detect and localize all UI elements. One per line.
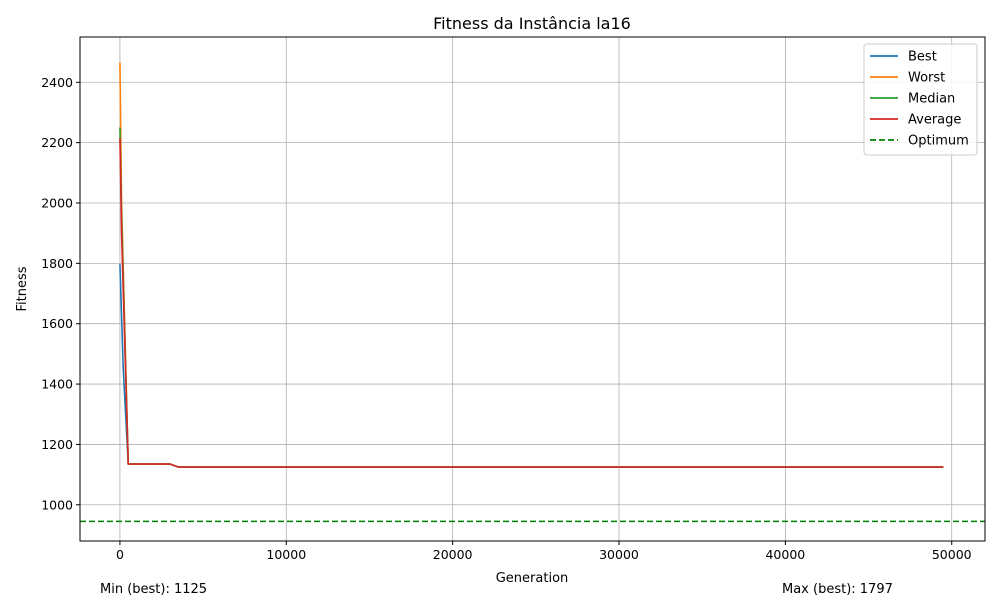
series-layer: [80, 62, 985, 523]
legend-label-average: Average: [908, 113, 961, 128]
x-tick-label: 0: [116, 547, 124, 562]
legend-label-worst: Worst: [908, 71, 945, 86]
plot-frame: [79, 36, 986, 542]
grid-layer: [80, 37, 985, 541]
x-tick-label: 50000: [932, 547, 972, 562]
min-best-label: Min (best): 1125: [100, 582, 208, 597]
chart-title: Fitness da Instância la16: [433, 14, 631, 33]
y-tick-label: 2400: [41, 75, 73, 90]
x-tick-label: 30000: [599, 547, 639, 562]
series-line-worst: [119, 62, 944, 468]
legend-label-best: Best: [908, 50, 937, 65]
x-tick-label: 20000: [433, 547, 473, 562]
legend-label-median: Median: [908, 92, 955, 107]
legend-box: [863, 43, 978, 156]
series-line-best: [119, 264, 944, 468]
axes-layer: 0 10000 20000 30000 40000 50000 1000 1200 1400 16…: [41, 36, 986, 562]
y-tick-label: 2000: [41, 195, 73, 210]
legend-label-optimum: Optimum: [908, 134, 969, 149]
legend: Best Worst Median Average Optimum: [863, 43, 978, 156]
y-tick-label: 2200: [41, 135, 73, 150]
x-axis-title: Generation: [496, 571, 569, 586]
y-tick-label: 1800: [41, 256, 73, 271]
y-tick-label: 1000: [41, 497, 73, 512]
y-tick-label: 1200: [41, 437, 73, 452]
y-tick-label: 1400: [41, 377, 73, 392]
series-line-median: [119, 127, 944, 468]
y-tick-label: 1600: [41, 316, 73, 331]
x-tick-label: 40000: [765, 547, 805, 562]
max-best-label: Max (best): 1797: [782, 582, 893, 597]
x-tick-label: 10000: [266, 547, 306, 562]
y-axis-title: Fitness: [15, 266, 30, 311]
series-line-average: [119, 138, 944, 468]
